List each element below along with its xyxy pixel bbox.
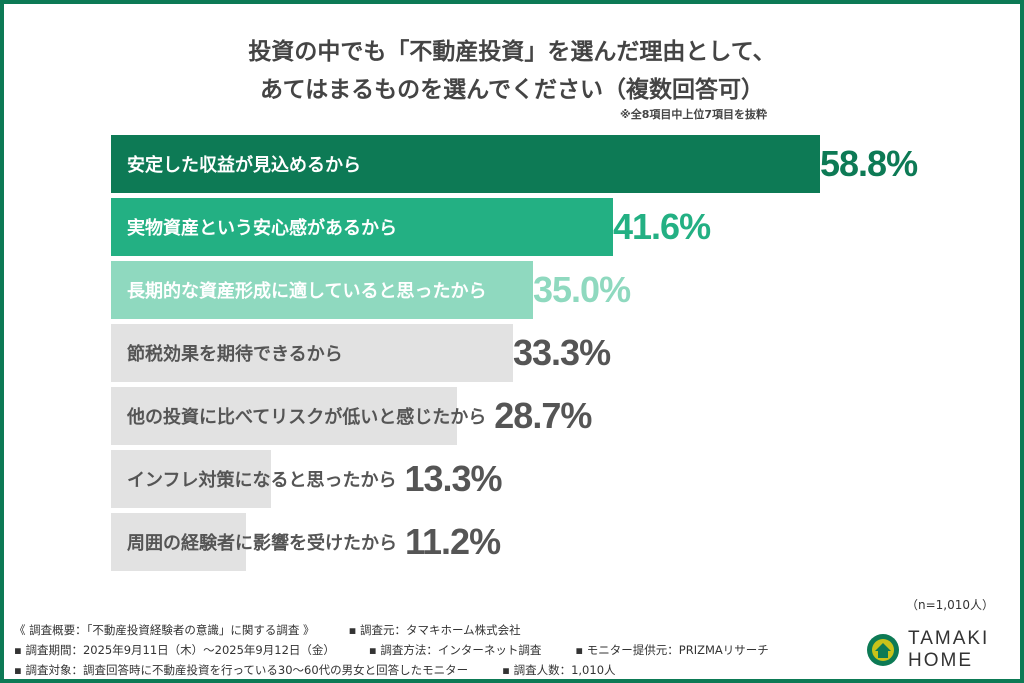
chart-subtitle: あてはまるものを選んでください（複数回答可） <box>260 77 764 103</box>
survey-target: ▪ 調査対象：調査回答時に不動産投資を行っている30～60代の男女と回答したモニ… <box>14 663 469 677</box>
bar-label: インフレ対策になると思ったから <box>127 470 397 491</box>
footer-line-3: ▪ 調査対象：調査回答時に不動産投資を行っている30～60代の男女と回答したモニ… <box>14 662 650 678</box>
footer-line-2: ▪ 調査期間：2025年9月11日（木）～2025年9月12日（金） ▪ 調査方法… <box>14 642 803 658</box>
value-label: 11.2% <box>405 521 501 562</box>
chart-note: ※全8項目中上位7項目を抜粋 <box>620 108 768 121</box>
chart-title: 投資の中でも「不動産投資」を選んだ理由として、 <box>248 39 776 65</box>
survey-provider: ▪ モニター提供元：PRIZMAリサーチ <box>575 643 769 657</box>
value-label: 33.3% <box>513 332 611 373</box>
sample-size: （n=1,010人） <box>906 598 995 612</box>
value-label: 41.6% <box>613 206 711 247</box>
survey-count: ▪ 調査人数：1,010人 <box>502 663 616 677</box>
bar <box>111 513 246 571</box>
survey-method: ▪ 調査方法：インターネット調査 <box>368 643 542 657</box>
bar <box>111 261 533 319</box>
survey-source: ▪ 調査元：タマキホーム株式会社 <box>348 623 521 637</box>
tamaki-home-logo: TAMAKI HOME <box>866 628 989 672</box>
bar-label: 長期的な資産形成に適していると思ったから <box>127 281 487 302</box>
bar-label: 節税効果を期待できるから <box>127 344 343 365</box>
bar <box>111 324 513 382</box>
bar-label: 実物資産という安心感があるから <box>127 218 397 239</box>
value-label: 28.7% <box>494 395 592 436</box>
bar <box>111 198 613 256</box>
logo-emblem-icon <box>867 634 899 666</box>
value-label: 35.0% <box>533 269 631 310</box>
bar-label: 安定した収益が見込めるから <box>127 155 361 176</box>
bar-label: 周囲の経験者に影響を受けたから <box>127 533 397 554</box>
logo-text-2: HOME <box>908 650 973 671</box>
value-label: 13.3% <box>404 458 502 499</box>
survey-period: ▪ 調査期間：2025年9月11日（木）～2025年9月12日（金） <box>14 643 335 657</box>
survey-name: 《 調査概要：「不動産投資経験者の意識」に関する調査 》 <box>14 623 315 637</box>
bar-label: 他の投資に比べてリスクが低いと感じたから <box>127 407 487 428</box>
bar <box>111 387 457 445</box>
bar <box>111 135 820 193</box>
footer-line-1: 《 調査概要：「不動産投資経験者の意識」に関する調査 》 ▪ 調査元：タマキホーム… <box>14 622 555 638</box>
value-label: 58.8% <box>820 143 918 184</box>
bar <box>111 450 271 508</box>
logo-text-1: TAMAKI <box>908 628 990 649</box>
